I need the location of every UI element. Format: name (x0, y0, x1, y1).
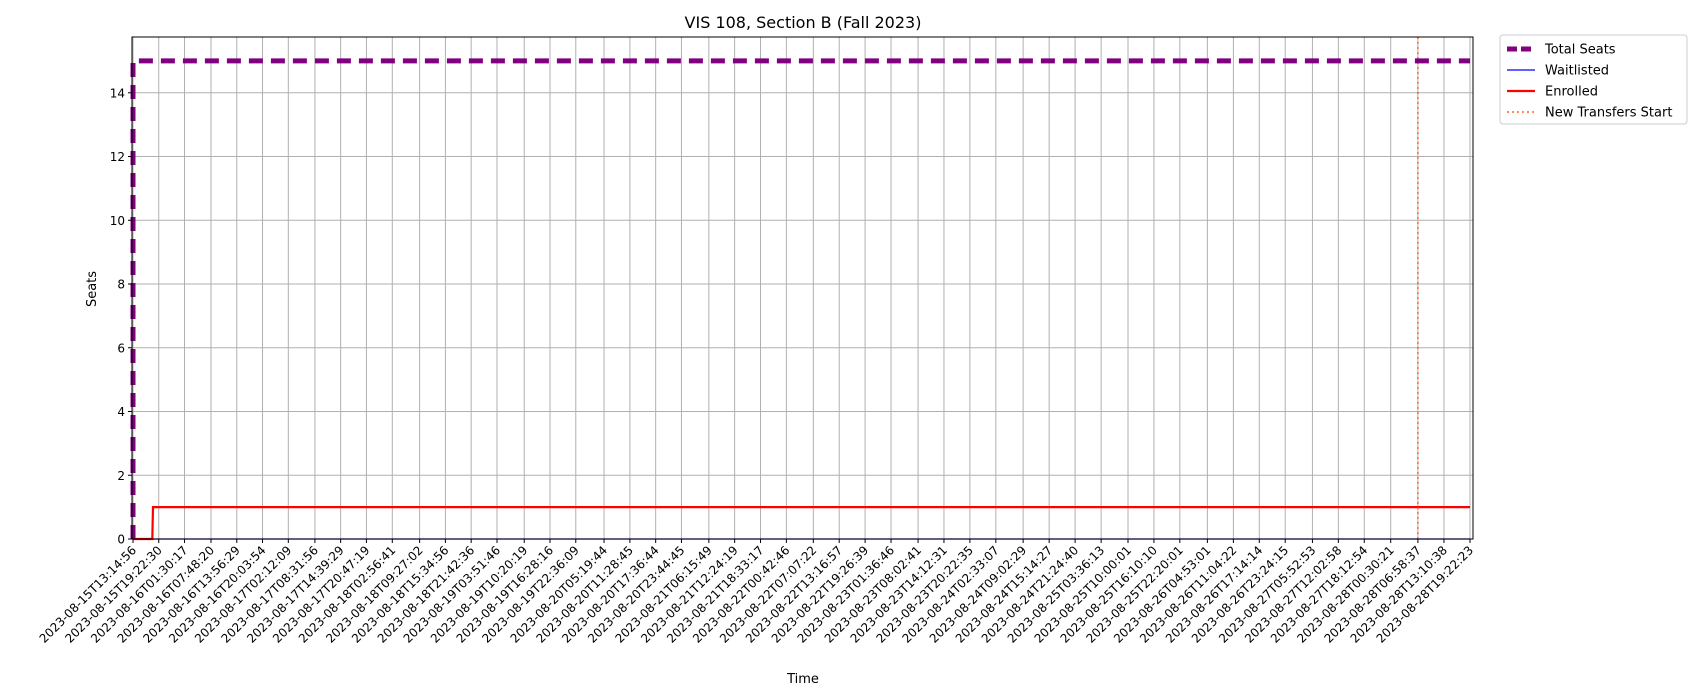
legend: Total Seats Waitlisted Enrolled New Transfe… (1499, 34, 1688, 125)
y-tick-label: 0 (117, 533, 125, 547)
plot-frame (131, 36, 1474, 540)
x-axis-label: Time (786, 672, 819, 687)
y-ticks: 0 2 4 6 8 10 12 14 (110, 86, 132, 547)
y-tick-label: 6 (117, 341, 125, 355)
grid (132, 37, 1473, 540)
series-enrolled (133, 506, 1470, 541)
legend-label-enrolled: Enrolled (1545, 85, 1598, 100)
series-layer (130, 37, 1470, 541)
legend-label-new-transfers-start: New Transfers Start (1545, 106, 1672, 121)
y-tick-label: 14 (110, 86, 125, 100)
legend-label-waitlisted: Waitlisted (1545, 64, 1609, 79)
y-tick-label: 10 (110, 214, 125, 228)
x-ticks: 2023-08-15T13:14:562023-08-15T19:22:3020… (37, 539, 1476, 646)
y-tick-label: 8 (117, 278, 125, 292)
y-tick-label: 4 (117, 405, 125, 419)
y-tick-label: 2 (117, 469, 125, 483)
legend-box (1499, 34, 1688, 125)
chart-title: VIS 108, Section B (Fall 2023) (685, 13, 922, 32)
y-tick-label: 12 (110, 150, 125, 164)
series-total-seats (130, 58, 1470, 539)
y-axis-label: Seats (85, 271, 100, 307)
legend-label-total-seats: Total Seats (1544, 43, 1616, 58)
